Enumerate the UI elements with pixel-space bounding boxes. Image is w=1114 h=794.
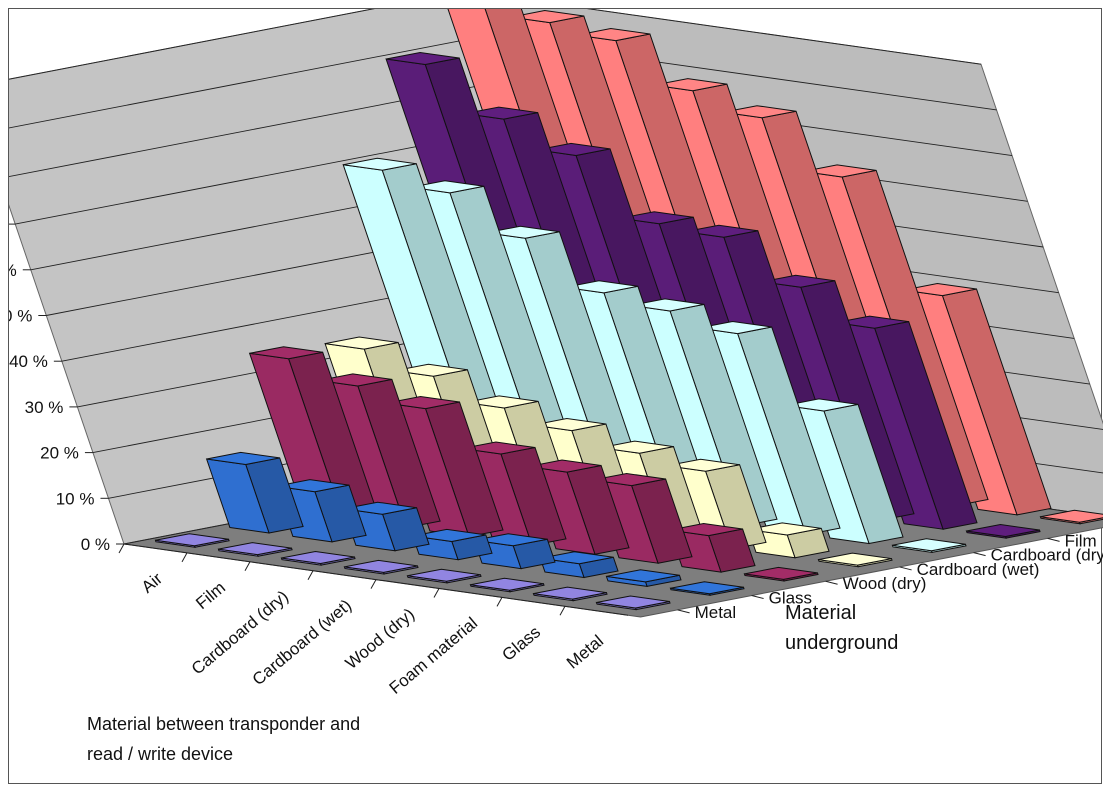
y-axis-ticks: 0 %10 %20 %30 %40 %50 %60 %70 %80 %90 %1… [9, 223, 124, 554]
bar-wood-dry--metal [743, 566, 819, 582]
x-tick-mark [307, 570, 314, 580]
x-tick-mark [118, 543, 125, 554]
bar-metal-foam-material [469, 577, 545, 593]
y-tick-label: 60 % [9, 261, 17, 280]
series-label: Film [1065, 531, 1097, 550]
y-tick-label: 0 % [81, 535, 110, 554]
y-tick-label: 50 % [9, 307, 32, 326]
bar-cardboard-wet--metal [817, 552, 893, 568]
chart-frame: 0 %10 %20 %30 %40 %50 %60 %70 %80 %90 %1… [8, 8, 1103, 784]
bar-metal-film [217, 542, 293, 557]
x-tick-mark [370, 579, 377, 589]
series-tick-mark [751, 595, 764, 600]
series-label: Cardboard (wet) [917, 560, 1040, 579]
y-tick-label: 10 % [56, 489, 95, 508]
series-axis-ticks: Metal Glass Wood (dry)Cardboard (wet)Cardb… [677, 531, 1103, 622]
series-tick-mark [899, 566, 912, 571]
series-tick-mark [677, 609, 690, 614]
x-tick-mark [559, 606, 566, 616]
bar-glass-glass [605, 569, 682, 588]
x-tick-label: Air [138, 569, 166, 597]
bar-wood-dry--glass [668, 522, 756, 573]
series-label: Cardboard (dry) [991, 546, 1103, 565]
bar-metal-wood-dry- [406, 568, 482, 584]
y-tick-label: 20 % [40, 444, 79, 463]
x-tick-label: Glass [499, 622, 545, 664]
series-label: Metal [695, 603, 737, 622]
bar-metal-air [154, 533, 230, 548]
bar-cardboard-dry--metal [891, 538, 967, 554]
bar-glass-metal [669, 581, 745, 596]
series-tick-mark [973, 552, 986, 557]
series-label: Wood (dry) [843, 574, 927, 593]
x-axis-title: Material between transponder and read / … [87, 714, 365, 764]
x-axis-line [123, 543, 629, 616]
bar-metal-metal [595, 595, 671, 611]
gridline [9, 9, 982, 80]
bar-metal-glass [532, 586, 608, 602]
bar-glass-foam-material [539, 551, 619, 579]
x-tick-label: Wood (dry) [342, 605, 418, 673]
bar-foam-material-metal [1039, 509, 1103, 525]
x-tick-mark [181, 552, 188, 563]
series-tick-mark [825, 580, 838, 585]
bars [154, 9, 1103, 611]
x-tick-mark [496, 597, 503, 607]
x-tick-mark [244, 561, 251, 572]
x-tick-label: Film [192, 578, 229, 613]
bar-glass-air [205, 451, 304, 534]
bar-film-metal [965, 523, 1041, 539]
y-tick-label: 30 % [25, 398, 64, 417]
chart-3d-column: 0 %10 %20 %30 %40 %50 %60 %70 %80 %90 %1… [9, 9, 1103, 764]
series-axis-title: Material underground [785, 602, 898, 654]
series-label: Glass [769, 589, 812, 608]
bar-metal-cardboard-dry- [280, 550, 356, 566]
bar-metal-cardboard-wet- [343, 559, 419, 575]
x-tick-mark [433, 588, 440, 598]
x-tick-label: Metal [563, 631, 607, 672]
series-tick-mark [1047, 537, 1060, 542]
y-tick-label: 40 % [9, 352, 48, 371]
